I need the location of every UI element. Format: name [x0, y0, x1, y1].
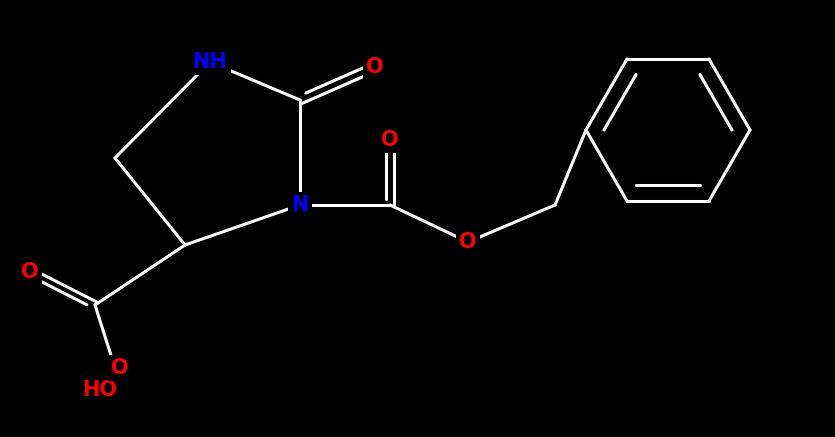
Text: NH: NH	[193, 52, 227, 72]
Text: O: O	[21, 262, 38, 282]
Text: N: N	[291, 195, 309, 215]
Text: O: O	[459, 232, 477, 252]
Text: O: O	[111, 358, 129, 378]
Text: O: O	[367, 57, 384, 77]
Text: HO: HO	[83, 380, 118, 400]
Text: O: O	[382, 130, 399, 150]
